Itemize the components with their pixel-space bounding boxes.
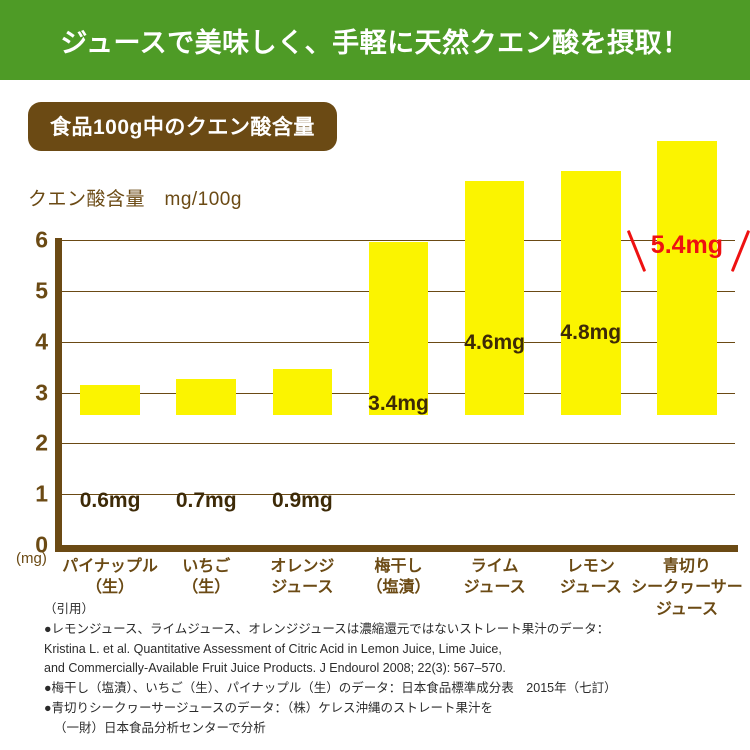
bar <box>176 379 236 415</box>
category-label: 梅干し （塩漬） <box>366 556 430 599</box>
x-axis-line <box>55 545 738 552</box>
gridline <box>62 443 735 445</box>
bar <box>464 181 525 415</box>
category-label: パイナップル （生） <box>62 556 158 599</box>
gridline <box>62 240 735 241</box>
y-tick-label: 4 <box>35 328 48 355</box>
chart-heading-pill: 食品100g中のクエン酸含量 <box>28 102 337 151</box>
category-label-line: （生） <box>86 579 135 597</box>
bar-value-label: 3.4mg <box>368 392 429 416</box>
bar-value-label: 4.6mg <box>464 331 525 355</box>
category-label-line: ジュース <box>655 600 718 618</box>
highlight-stroke <box>626 229 647 272</box>
category-label-line: （塩漬） <box>366 579 431 597</box>
notes-heading: （引用） <box>44 602 95 616</box>
highlight-stroke <box>730 229 750 272</box>
bar-value-label: 4.8mg <box>560 321 622 344</box>
y-tick-label: 2 <box>35 429 48 456</box>
category-label-line: パイナップル <box>62 558 158 575</box>
axis-caption: クエン酸含量 mg/100g <box>28 189 242 210</box>
category-label: 青切りシークヮーサー ジュース <box>631 556 743 620</box>
category-label-line: ジュース <box>271 579 334 597</box>
bar <box>560 171 621 415</box>
category-label: ライム ジュース <box>464 556 526 599</box>
category-label-line: シークヮーサー <box>631 579 743 597</box>
note-line: ●青切りシークヮーサージュースのデータ：（株）ケレス沖縄のストレート果汁を <box>44 700 494 715</box>
bar-value-label: 0.6mg <box>79 489 141 512</box>
y-tick-label: 5 <box>35 277 48 304</box>
y-tick-label: 3 <box>35 379 48 405</box>
category-label-line: （生） <box>182 579 231 597</box>
bar-value-label: 0.9mg <box>271 489 333 512</box>
y-axis-unit-label: (mg) <box>16 550 47 567</box>
y-tick-label: 0 <box>35 531 48 558</box>
note-line: ●レモンジュース、ライムジュース、オレンジジュースは濃縮還元ではないストレート果… <box>44 621 610 636</box>
bar-value-label: 5.4mg <box>650 230 724 259</box>
category-label-line: ジュース <box>559 579 622 597</box>
y-tick-label: 1 <box>35 480 48 507</box>
category-label-line: ジュース <box>463 579 526 597</box>
bar <box>272 369 333 415</box>
category-label-line: オレンジ <box>270 558 335 575</box>
category-label-line: ライム <box>470 558 519 575</box>
top-banner: ジュースで美味しく、手軽に天然クエン酸を摂取！ <box>0 0 750 80</box>
category-label-line: いちご <box>182 558 231 575</box>
bar <box>368 242 429 415</box>
category-label: オレンジ ジュース <box>270 556 334 599</box>
bar-value-label: 0.7mg <box>175 489 237 512</box>
bar <box>80 384 140 415</box>
y-axis-line <box>55 238 62 547</box>
category-label-line: 青切り <box>662 558 711 575</box>
banner-title: ジュースで美味しく、手軽に天然クエン酸を摂取！ <box>60 27 690 58</box>
note-line: and Commercially-Available Fruit Juice P… <box>44 661 506 676</box>
y-tick-label: 6 <box>35 226 48 253</box>
note-line: （一財）日本食品分析センターで分析 <box>54 720 266 735</box>
note-line: Kristina L. et al. Quantitative Assessme… <box>44 641 502 656</box>
category-label-line: 梅干し <box>374 558 423 575</box>
category-label: いちご （生） <box>182 556 230 599</box>
category-label-line: レモン <box>566 558 615 575</box>
category-label: レモン ジュース <box>560 556 622 599</box>
citation-notes: （引用） ●レモンジュース、ライムジュース、オレンジジュースは濃縮還元ではないス… <box>44 600 734 738</box>
bar-chart: 0 1 2 3 4 5 6 (mg) 0.6mg 0.7mg 0.9mg 3.4mg 4.6mg 4.… <box>16 140 750 620</box>
bar <box>657 140 717 415</box>
note-line: ●梅干し（塩漬）、いちご（生）、パイナップル（生）のデータ：日本食品標準成分表 … <box>44 681 617 695</box>
gridline <box>62 494 735 496</box>
heading-pill-wrapper: 食品100g中のクエン酸含量 <box>0 80 750 151</box>
